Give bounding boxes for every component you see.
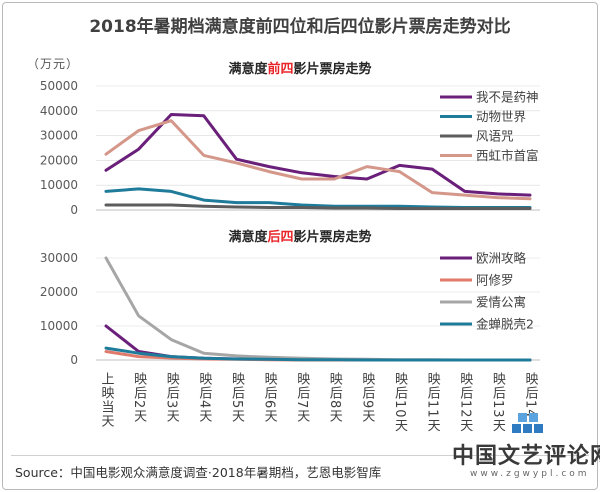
x-tick-label: 映后6天 (262, 372, 278, 423)
x-tick-label: 映后8天 (327, 372, 343, 423)
chart-panel-1: 满意度前四影片票房走势 0 10000 20000 30000 40000 50000 我不是… (40, 61, 540, 217)
x-tick-label: 上映当天 (99, 372, 115, 428)
y-tick-label: 10000 (40, 319, 78, 333)
legend-label: 动物世界 (476, 109, 527, 124)
y-tick-label: 10000 (40, 178, 78, 192)
series-line-4 (104, 119, 532, 201)
x-tick-label: 映后10天 (392, 372, 408, 433)
x-tick-label: 映后2天 (131, 372, 147, 423)
panel-title-suffix: 影片票房走势 (294, 229, 372, 245)
panel-title: 满意度前四影片票房走势 (228, 61, 371, 77)
x-tick-label: 映后7天 (294, 372, 310, 423)
x-tick-label: 映后13天 (490, 372, 506, 433)
panel-title-highlight: 前四 (267, 61, 293, 77)
x-tick-label: 映后4天 (196, 372, 212, 423)
series-line-1 (104, 113, 532, 197)
legend-label: 我不是药神 (476, 90, 539, 105)
series-line-4 (104, 346, 532, 362)
x-tick-label: 映后5天 (229, 372, 245, 423)
page-title: 2018年暑期档满意度前四位和后四位影片票房走势对比 (89, 17, 511, 37)
series-line-3 (104, 256, 532, 362)
watermark: 中国文艺评论网 www.zgwypl.com (450, 436, 600, 492)
x-tick-label: 映后9天 (359, 372, 375, 423)
legend-label: 金蝉脱壳2 (476, 317, 534, 332)
x-tick-label: 映后11天 (425, 372, 441, 433)
legend-label: 爱情公寓 (476, 295, 526, 310)
watermark-url: www.zgwypl.com (470, 469, 590, 479)
y-tick-label: 30000 (40, 129, 78, 143)
source-note: Source：中国电影观众满意度调查·2018年暑期档，艺恩电影智库 (15, 465, 382, 480)
watermark-logo-icon (512, 413, 543, 433)
y-tick-label: 30000 (40, 251, 78, 265)
legend-label: 风语咒 (476, 129, 514, 144)
chart-panel-2: 满意度后四影片票房走势 0 10000 20000 30000 欧洲攻略阿修罗爱情公寓金蝉… (40, 229, 540, 433)
series-line-3 (104, 203, 532, 210)
x-tick-label: 映后14 (523, 372, 539, 419)
panel-title-suffix: 影片票房走势 (294, 61, 372, 77)
y-tick-label: 0 (70, 203, 78, 217)
y-tick-label: 50000 (40, 79, 78, 93)
y-tick-label: 0 (70, 353, 78, 367)
panel-title-prefix: 满意度 (228, 229, 268, 245)
panel-title-highlight: 后四 (267, 229, 293, 245)
panel-title-prefix: 满意度 (228, 61, 268, 77)
unit-label: （万元） (27, 57, 80, 71)
panel-title: 满意度后四影片票房走势 (228, 229, 371, 245)
y-tick-label: 40000 (40, 104, 78, 118)
y-tick-label: 20000 (40, 153, 78, 167)
x-tick-label: 映后3天 (164, 372, 180, 423)
legend-label: 欧洲攻略 (476, 251, 527, 266)
y-tick-label: 20000 (40, 285, 78, 299)
x-tick-label: 映后12天 (457, 372, 473, 433)
watermark-text: 中国文艺评论网 (452, 443, 600, 469)
series-line-1 (104, 324, 532, 362)
source-divider (11, 455, 589, 456)
legend-label: 西虹市首富 (476, 148, 539, 163)
legend-label: 阿修罗 (476, 273, 514, 288)
